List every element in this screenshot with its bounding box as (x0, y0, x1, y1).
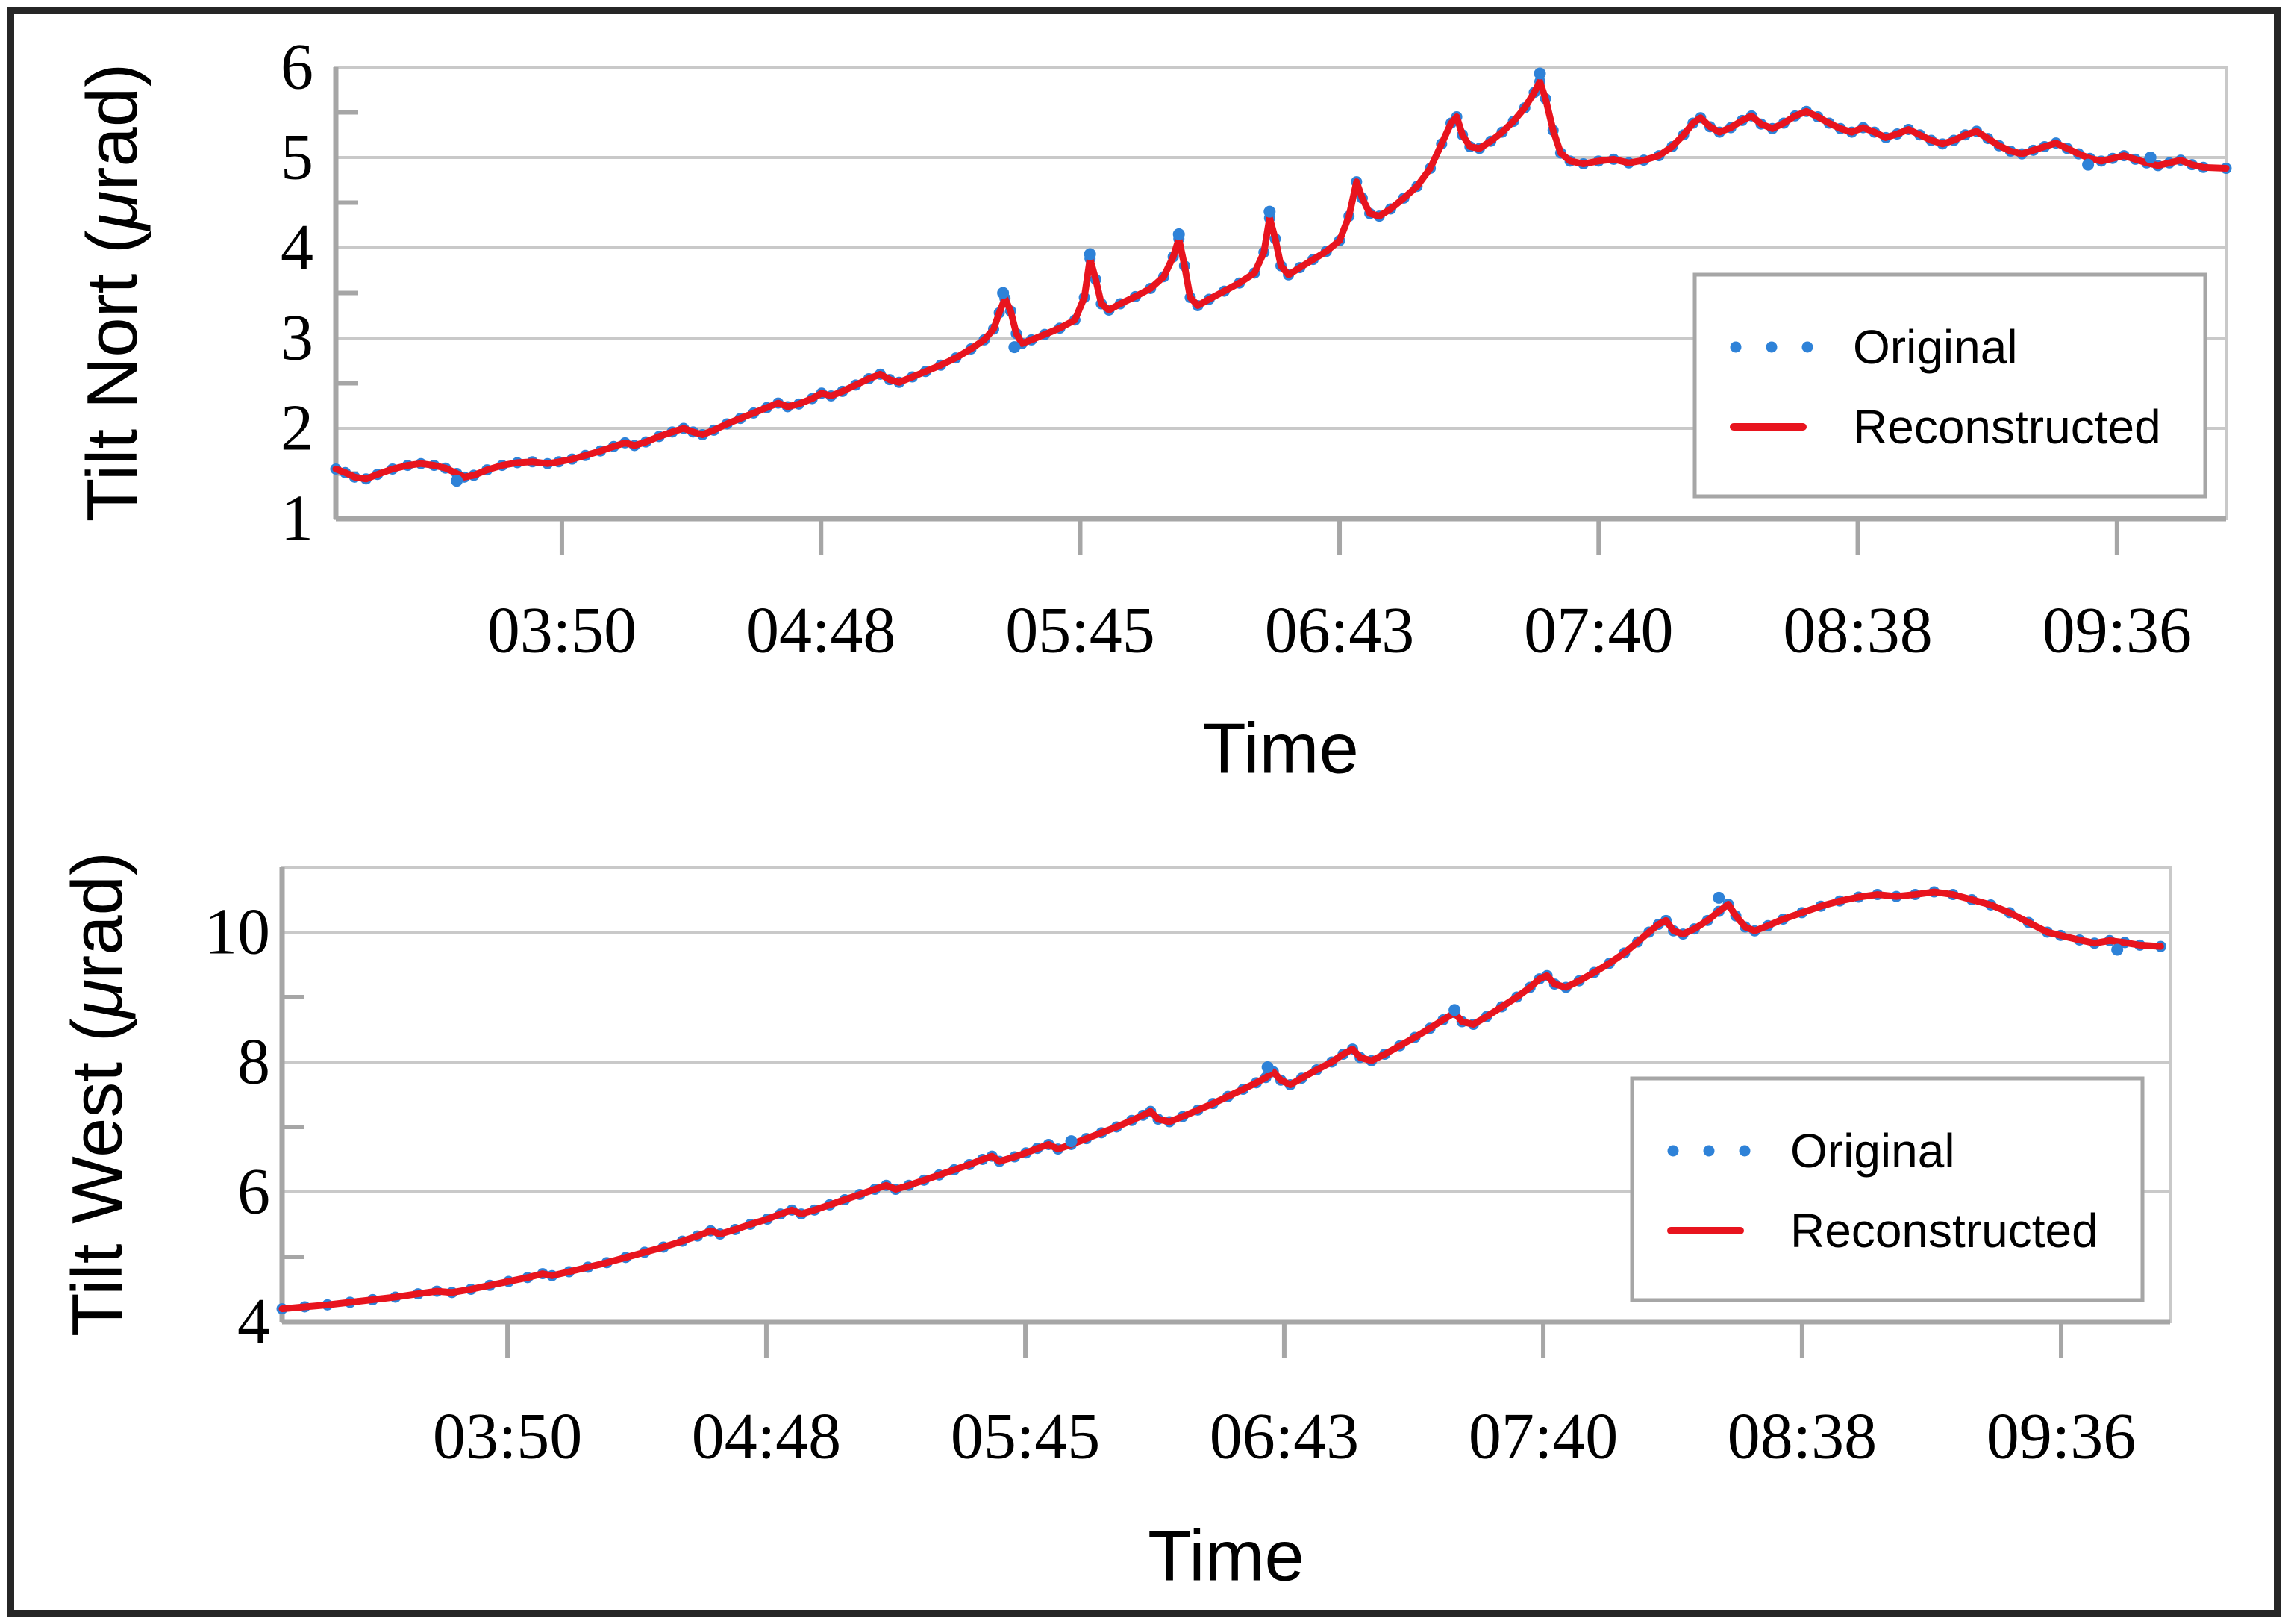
tilt-west-chart: 10 8 6 4 03:50 04:48 05:45 06:43 07:40 08:38 09:36… (57, 852, 2172, 1596)
x-tick-label: 07:40 (1524, 595, 1673, 667)
legend-original-dot-marker (1703, 1145, 1715, 1157)
legend-original-dot-marker (1739, 1145, 1751, 1157)
original-outlier-dot (451, 475, 463, 487)
legend-box (1630, 1076, 2145, 1302)
x-tick-label: 08:38 (1728, 1401, 1877, 1473)
original-outlier-dot (1713, 891, 1725, 904)
y-tick-label: 4 (281, 212, 313, 284)
y-tick-label: 2 (281, 393, 313, 465)
y-axis-title: Tilt Nort (μrad) (72, 63, 152, 522)
x-tick-label: 09:36 (1987, 1401, 2136, 1473)
original-outlier-dot (1261, 1061, 1274, 1073)
legend-box (1692, 272, 2207, 499)
original-outlier-dot (1065, 1135, 1078, 1148)
original-outlier-dot (1008, 341, 1021, 354)
x-tick-label: 06:43 (1265, 595, 1414, 667)
original-outlier-dot (2082, 158, 2095, 171)
y-tick-label: 3 (281, 302, 313, 375)
legend-original-dot-marker (1801, 341, 1813, 353)
x-tick-label: 07:40 (1469, 1401, 1618, 1473)
y-tick-label: 6 (237, 1156, 270, 1228)
y-tick-label: 1 (281, 483, 313, 555)
x-tick-label: 05:45 (951, 1401, 1100, 1473)
legend-label: Reconstructed (1790, 1204, 2098, 1258)
original-outlier-dot (2111, 943, 2124, 956)
legend-label: Original (1790, 1124, 1955, 1178)
y-tick-label: 6 (281, 31, 313, 104)
original-outlier-dot (1172, 228, 1185, 240)
original-outlier-dot (997, 287, 1010, 299)
legend-label: Original (1853, 320, 2018, 374)
x-tick-label: 03:50 (487, 595, 637, 667)
y-tick-label: 4 (237, 1286, 270, 1358)
original-outlier-dot (1534, 67, 1546, 80)
legend: Original Reconstructed (1630, 1076, 2145, 1302)
legend-label: Reconstructed (1853, 400, 2161, 454)
x-tick-label: 09:36 (2042, 595, 2192, 667)
x-tick-label: 08:38 (1783, 595, 1932, 667)
legend-original-dot-marker (1667, 1145, 1679, 1157)
legend-original-dot-marker (1730, 341, 1742, 353)
y-tick-label: 10 (204, 896, 270, 969)
figure-border (7, 7, 2281, 1617)
x-tick-label: 04:48 (692, 1401, 841, 1473)
x-axis-title: Time (1148, 1517, 1304, 1596)
x-tick-label: 03:50 (433, 1401, 582, 1473)
y-tick-label: 8 (237, 1026, 270, 1099)
x-tick-label: 04:48 (746, 595, 895, 667)
y-axis-title: Tilt West (μrad) (57, 852, 137, 1337)
reconstructed-line (278, 888, 2164, 1313)
original-outlier-dot (1084, 248, 1096, 260)
legend-original-dot-marker (1766, 341, 1778, 353)
original-outlier-dot (2144, 152, 2157, 163)
original-outlier-dot (1263, 205, 1276, 218)
legend: Original Reconstructed (1692, 272, 2207, 499)
original-outlier-dot (1448, 1004, 1461, 1016)
x-tick-label: 06:43 (1210, 1401, 1359, 1473)
tilt-north-chart: 6 5 4 3 2 1 03:50 04:48 05:45 06:43 07:40 08:38 09:3… (72, 31, 2232, 789)
x-tick-label: 05:45 (1005, 595, 1154, 667)
reconstructed-line (332, 78, 2230, 483)
x-axis-title: Time (1202, 709, 1359, 789)
y-tick-label: 5 (281, 122, 313, 194)
